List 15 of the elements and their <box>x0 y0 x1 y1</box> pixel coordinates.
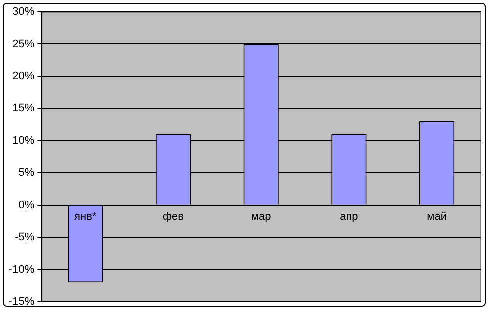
x-tick-label: май <box>427 210 447 223</box>
y-tick-label: -10% <box>8 264 35 276</box>
y-tick-label: 5% <box>18 167 35 180</box>
y-tick-label: 30% <box>12 6 35 18</box>
y-tick-label: -5% <box>15 232 35 244</box>
y-tick-label: -15% <box>8 296 35 308</box>
x-tick-label: фев <box>162 210 184 223</box>
y-tick-label: 15% <box>12 102 35 115</box>
x-tick-label: апр <box>340 210 358 223</box>
y-tick-label: 10% <box>12 134 35 147</box>
y-tick-label: 25% <box>12 38 35 50</box>
y-tick-label: 0% <box>18 199 35 212</box>
x-tick-label: янв* <box>74 210 98 223</box>
y-tick-label: 20% <box>12 70 35 82</box>
x-tick-label: мар <box>251 210 272 223</box>
